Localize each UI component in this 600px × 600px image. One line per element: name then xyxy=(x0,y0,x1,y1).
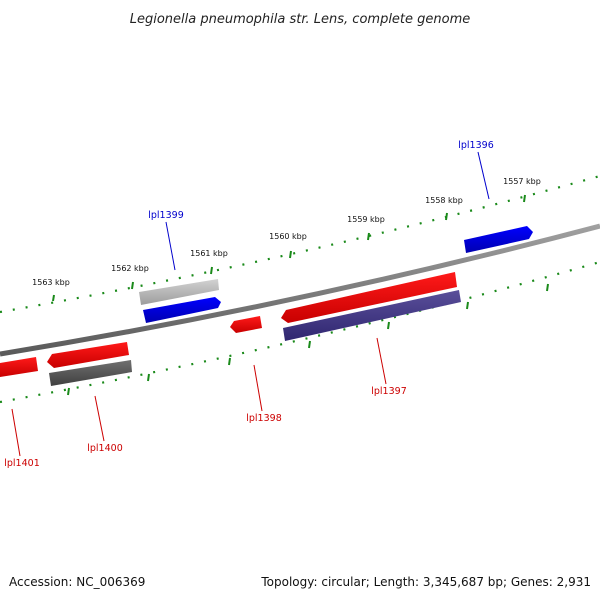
map-title: Legionella pneumophila str. Lens, comple… xyxy=(130,12,471,27)
gene-label-lpl1401: lpl1401 xyxy=(4,458,40,469)
gene-lpl1398[interactable] xyxy=(230,316,262,333)
feature-dark-block[interactable] xyxy=(49,360,132,386)
tick-label: 1562 kbp xyxy=(111,264,149,273)
tick-label: 1557 kbp xyxy=(503,177,541,186)
accession-text: Accession: NC_006369 xyxy=(9,575,145,589)
gene-lpl1400[interactable] xyxy=(47,342,129,368)
genome-summary-text: Topology: circular; Length: 3,345,687 bp… xyxy=(260,575,591,589)
gene-label-lpl1399: lpl1399 xyxy=(148,210,184,221)
tick-label: 1561 kbp xyxy=(190,249,228,258)
gene-lpl1397[interactable] xyxy=(281,272,457,323)
forward-strand-features xyxy=(139,226,533,323)
inner-tick-ring xyxy=(0,260,600,404)
tick-label: 1560 kbp xyxy=(269,232,307,241)
genome-backbone xyxy=(0,223,600,357)
tick-label: 1563 kbp xyxy=(32,278,70,287)
tick-label: 1558 kbp xyxy=(425,196,463,205)
label-leaders xyxy=(11,151,490,457)
gene-label-lpl1396: lpl1396 xyxy=(458,140,494,151)
gene-lpl1401[interactable] xyxy=(0,357,38,377)
tick-label: 1559 kbp xyxy=(347,215,385,224)
gene-label-lpl1397: lpl1397 xyxy=(371,386,407,397)
outer-tick-ring xyxy=(0,174,600,314)
gene-lpl1399[interactable] xyxy=(143,297,221,323)
feature-purple-block[interactable] xyxy=(283,290,461,341)
feature-gray-block[interactable] xyxy=(139,279,219,305)
gene-label-lpl1398: lpl1398 xyxy=(246,413,282,424)
tick-labels: 1557 kbp 1558 kbp 1559 kbp 1560 kbp 1561… xyxy=(32,177,541,287)
gene-labels: lpl1396 lpl1397 lpl1398 lpl1399 lpl1400 … xyxy=(4,140,494,469)
reverse-strand-features xyxy=(0,272,461,386)
gene-lpl1396[interactable] xyxy=(464,226,533,253)
gene-label-lpl1400: lpl1400 xyxy=(87,443,123,454)
